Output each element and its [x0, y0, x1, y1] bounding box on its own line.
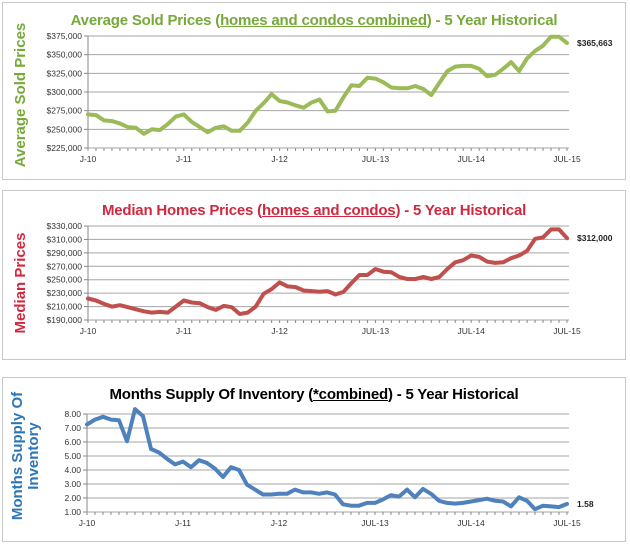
y-tick-label: $230,000	[47, 288, 83, 298]
y-tick-label: $375,000	[47, 31, 83, 41]
y-tick-label: $330,000	[47, 221, 83, 231]
x-tick-label: J-10	[80, 326, 97, 336]
y-tick-label: 4.00	[64, 465, 81, 475]
x-tick-label: JUL-14	[457, 518, 485, 528]
y-tick-label: $325,000	[47, 68, 83, 78]
chart-title: Average Sold Prices (homes and condos co…	[3, 12, 625, 29]
y-tick-label: 3.00	[64, 479, 81, 489]
end-data-label: $312,000	[577, 233, 613, 243]
series-line	[86, 227, 569, 316]
chart-title: Months Supply Of Inventory (*combined) -…	[3, 386, 625, 403]
end-data-label: $365,663	[577, 38, 613, 48]
y-tick-label: $275,000	[47, 106, 83, 116]
title-prefix: Months Supply Of Inventory (	[109, 386, 314, 403]
title-suffix: ) - 5 Year Historical	[426, 12, 558, 29]
y-tick-label: $250,000	[47, 275, 83, 285]
x-tick-label: J-11	[176, 326, 192, 336]
title-suffix: ) - 5 Year Historical	[395, 202, 527, 219]
x-tick-label: J-12	[271, 326, 288, 336]
title-underlined: homes and condos combined	[220, 12, 427, 29]
x-tick-label: J-10	[80, 154, 97, 164]
x-tick-label: J-12	[271, 518, 288, 528]
chart-svg: 1.00 2.00 3.00 4.00 5.00 6.00 7.00 8.00 J-10 J-11…	[64, 407, 594, 528]
y-tick-label: 8.00	[64, 409, 81, 419]
x-tick-label: J-12	[271, 154, 288, 164]
x-tick-label: JUL-15	[553, 154, 581, 164]
y-tick-label: $190,000	[47, 315, 83, 325]
y-tick-label: 5.00	[64, 451, 81, 461]
y-tick-label: $290,000	[47, 248, 83, 258]
title-prefix: Median Homes Prices (	[101, 202, 262, 219]
y-tick-label: 2.00	[64, 493, 81, 503]
title-prefix: Average Sold Prices (	[70, 12, 221, 29]
y-tick-label: $270,000	[47, 261, 83, 271]
x-tick-label: JUL-13	[362, 154, 390, 164]
series-line	[86, 34, 569, 136]
y-tick-label: $310,000	[47, 234, 83, 244]
x-tick-label: JUL-13	[362, 326, 390, 336]
y-tick-label: 7.00	[64, 423, 81, 433]
y-tick-label: 1.00	[64, 507, 81, 517]
y-tick-label: $350,000	[47, 50, 83, 60]
chart-title: Median Homes Prices (homes and condos) -…	[3, 202, 625, 219]
y-tick-label: $210,000	[47, 302, 83, 312]
median-prices-panel: Median Homes Prices (homes and condos) -…	[2, 190, 626, 360]
end-data-label: 1.58	[577, 499, 594, 509]
average-sold-prices-panel: Average Sold Prices (homes and condos co…	[2, 2, 626, 180]
chart-svg: $190,000 $210,000 $230,000 $250,000 $270,000…	[47, 221, 613, 336]
y-tick-label: 6.00	[64, 437, 81, 447]
months-supply-panel: Months Supply Of Inventory (*combined) -…	[2, 377, 626, 542]
x-tick-label: JUL-13	[361, 518, 389, 528]
x-tick-label: J-10	[79, 518, 96, 528]
x-tick-label: JUL-14	[457, 154, 485, 164]
title-underlined: *combined	[313, 386, 388, 403]
x-tick-label: J-11	[175, 518, 191, 528]
title-suffix: ) - 5 Year Historical	[387, 386, 519, 403]
series-line	[85, 407, 569, 512]
x-tick-label: J-11	[176, 154, 192, 164]
chart-svg: $225,000 $250,000 $275,000 $300,000 $325,000…	[47, 31, 613, 164]
y-tick-label: $250,000	[47, 124, 83, 134]
x-tick-label: JUL-15	[553, 326, 581, 336]
title-underlined: homes and condos	[261, 202, 396, 219]
x-tick-label: JUL-15	[553, 518, 581, 528]
y-tick-label: $300,000	[47, 87, 83, 97]
y-tick-label: $225,000	[47, 143, 83, 153]
x-tick-label: JUL-14	[457, 326, 485, 336]
